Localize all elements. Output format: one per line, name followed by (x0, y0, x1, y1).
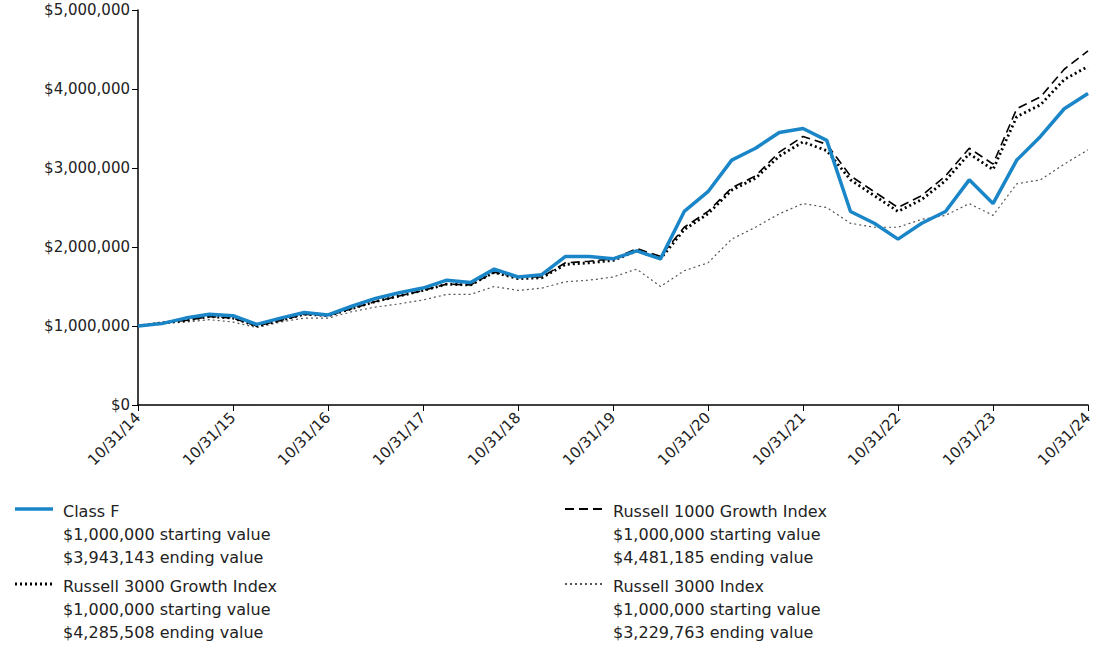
svg-text:10/31/23: 10/31/23 (939, 409, 999, 469)
svg-text:$1,000,000: $1,000,000 (44, 317, 130, 335)
svg-text:10/31/19: 10/31/19 (559, 409, 619, 469)
svg-text:Russell 1000 Growth Index: Russell 1000 Growth Index (613, 502, 827, 521)
svg-text:10/31/22: 10/31/22 (844, 409, 904, 469)
svg-text:$3,229,763 ending value: $3,229,763 ending value (613, 623, 813, 642)
svg-text:$2,000,000: $2,000,000 (44, 238, 130, 256)
svg-text:Russell 3000 Index: Russell 3000 Index (613, 577, 764, 596)
svg-text:10/31/21: 10/31/21 (749, 409, 809, 469)
svg-text:$4,000,000: $4,000,000 (44, 80, 130, 98)
svg-text:$1,000,000 starting value: $1,000,000 starting value (63, 525, 271, 544)
svg-text:$4,481,185 ending value: $4,481,185 ending value (613, 548, 813, 567)
svg-text:$3,943,143 ending value: $3,943,143 ending value (63, 548, 263, 567)
svg-text:10/31/20: 10/31/20 (654, 409, 714, 469)
svg-text:10/31/14: 10/31/14 (84, 409, 144, 469)
svg-text:10/31/16: 10/31/16 (274, 409, 334, 469)
svg-text:Class F: Class F (63, 502, 119, 521)
svg-text:10/31/18: 10/31/18 (464, 409, 524, 469)
svg-text:$3,000,000: $3,000,000 (44, 159, 130, 177)
svg-text:$1,000,000 starting value: $1,000,000 starting value (613, 600, 821, 619)
svg-text:$4,285,508 ending value: $4,285,508 ending value (63, 623, 263, 642)
svg-text:10/31/24: 10/31/24 (1034, 409, 1094, 469)
svg-text:Russell 3000 Growth Index: Russell 3000 Growth Index (63, 577, 277, 596)
svg-text:10/31/17: 10/31/17 (369, 409, 429, 469)
svg-text:$5,000,000: $5,000,000 (44, 1, 130, 19)
svg-text:10/31/15: 10/31/15 (179, 409, 239, 469)
svg-text:$1,000,000 starting value: $1,000,000 starting value (613, 525, 821, 544)
svg-text:$1,000,000 starting value: $1,000,000 starting value (63, 600, 271, 619)
svg-text:$0: $0 (111, 396, 130, 414)
